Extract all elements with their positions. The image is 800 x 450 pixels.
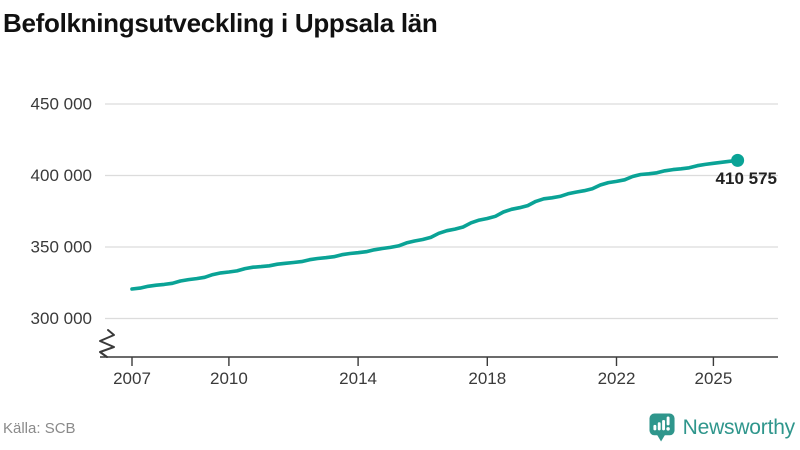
newsworthy-wordmark: Newsworthy [682,416,796,439]
y-axis-break-icon [99,329,115,358]
series-end-value-label: 410 575 [716,169,777,188]
x-axis-label: 2007 [113,369,151,388]
source-note: Källa: SCB [3,419,76,437]
y-axis-label: 400 000 [31,166,92,185]
y-axis-label: 450 000 [31,95,92,114]
x-axis-label: 2010 [210,369,248,388]
x-axis-label: 2022 [598,369,636,388]
chart-footer: Källa: SCB Newsworthy [3,409,795,447]
population-chart: 450 000 400 000 350 000 300 000 2007 2010 2014… [31,95,778,388]
y-axis-label: 350 000 [31,238,92,257]
y-axis-label: 300 000 [31,309,92,328]
x-axis-label: 2025 [694,369,732,388]
x-axis-label: 2014 [339,369,377,388]
chart-title: Befolkningsutveckling i Uppsala län [3,8,438,38]
x-axis-label: 2018 [468,369,506,388]
population-line [130,158,740,291]
newsworthy-icon [649,413,675,442]
series-end-dot [731,153,745,167]
newsworthy-logo[interactable]: Newsworthy [649,413,795,443]
